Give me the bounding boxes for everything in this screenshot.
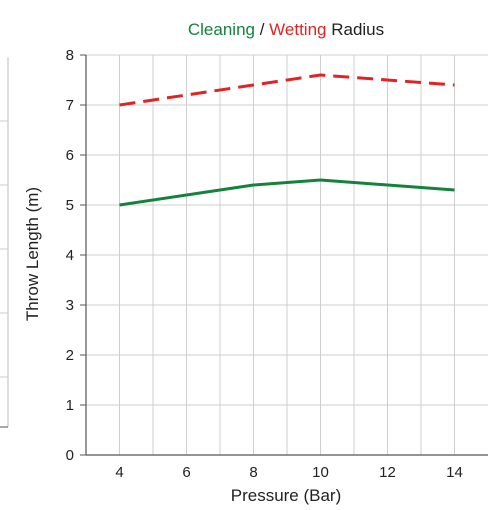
x-tick-label: 10 bbox=[312, 464, 329, 481]
y-axis-label: Throw Length (m) bbox=[23, 187, 42, 321]
x-tick-label: 14 bbox=[446, 464, 463, 481]
cleaning-series-line bbox=[119, 178, 455, 207]
x-tick-label: 12 bbox=[379, 464, 396, 481]
y-tick-label: 7 bbox=[66, 97, 74, 114]
title-part-1: / bbox=[255, 20, 269, 39]
x-tick-label: 6 bbox=[182, 464, 190, 481]
y-tick-label: 1 bbox=[66, 397, 74, 414]
y-tick-label: 2 bbox=[66, 347, 74, 364]
y-tick-label: 6 bbox=[66, 147, 74, 164]
x-tick-label: 4 bbox=[115, 464, 123, 481]
x-tick-labels: 4 6 8 10 12 14 bbox=[115, 464, 463, 481]
y-tick-labels: 0 1 2 3 4 5 6 7 8 bbox=[66, 47, 74, 464]
y-tick-label: 5 bbox=[66, 197, 74, 214]
y-tick-label: 8 bbox=[66, 47, 74, 64]
chart-title: Cleaning / Wetting Radius bbox=[188, 20, 384, 39]
grid bbox=[86, 54, 488, 455]
wetting-series-line bbox=[119, 73, 455, 107]
adjacent-chart-edge bbox=[0, 57, 9, 428]
y-tick-label: 4 bbox=[66, 247, 74, 264]
title-part-0: Cleaning bbox=[188, 20, 255, 39]
title-part-2: Wetting bbox=[269, 20, 326, 39]
y-tick-label: 0 bbox=[66, 447, 74, 464]
axes bbox=[80, 54, 488, 456]
y-tick-label: 3 bbox=[66, 297, 74, 314]
x-tick-label: 8 bbox=[249, 464, 257, 481]
series-lines bbox=[119, 73, 455, 207]
title-part-3: Radius bbox=[326, 20, 384, 39]
x-axis-label: Pressure (Bar) bbox=[231, 486, 342, 505]
